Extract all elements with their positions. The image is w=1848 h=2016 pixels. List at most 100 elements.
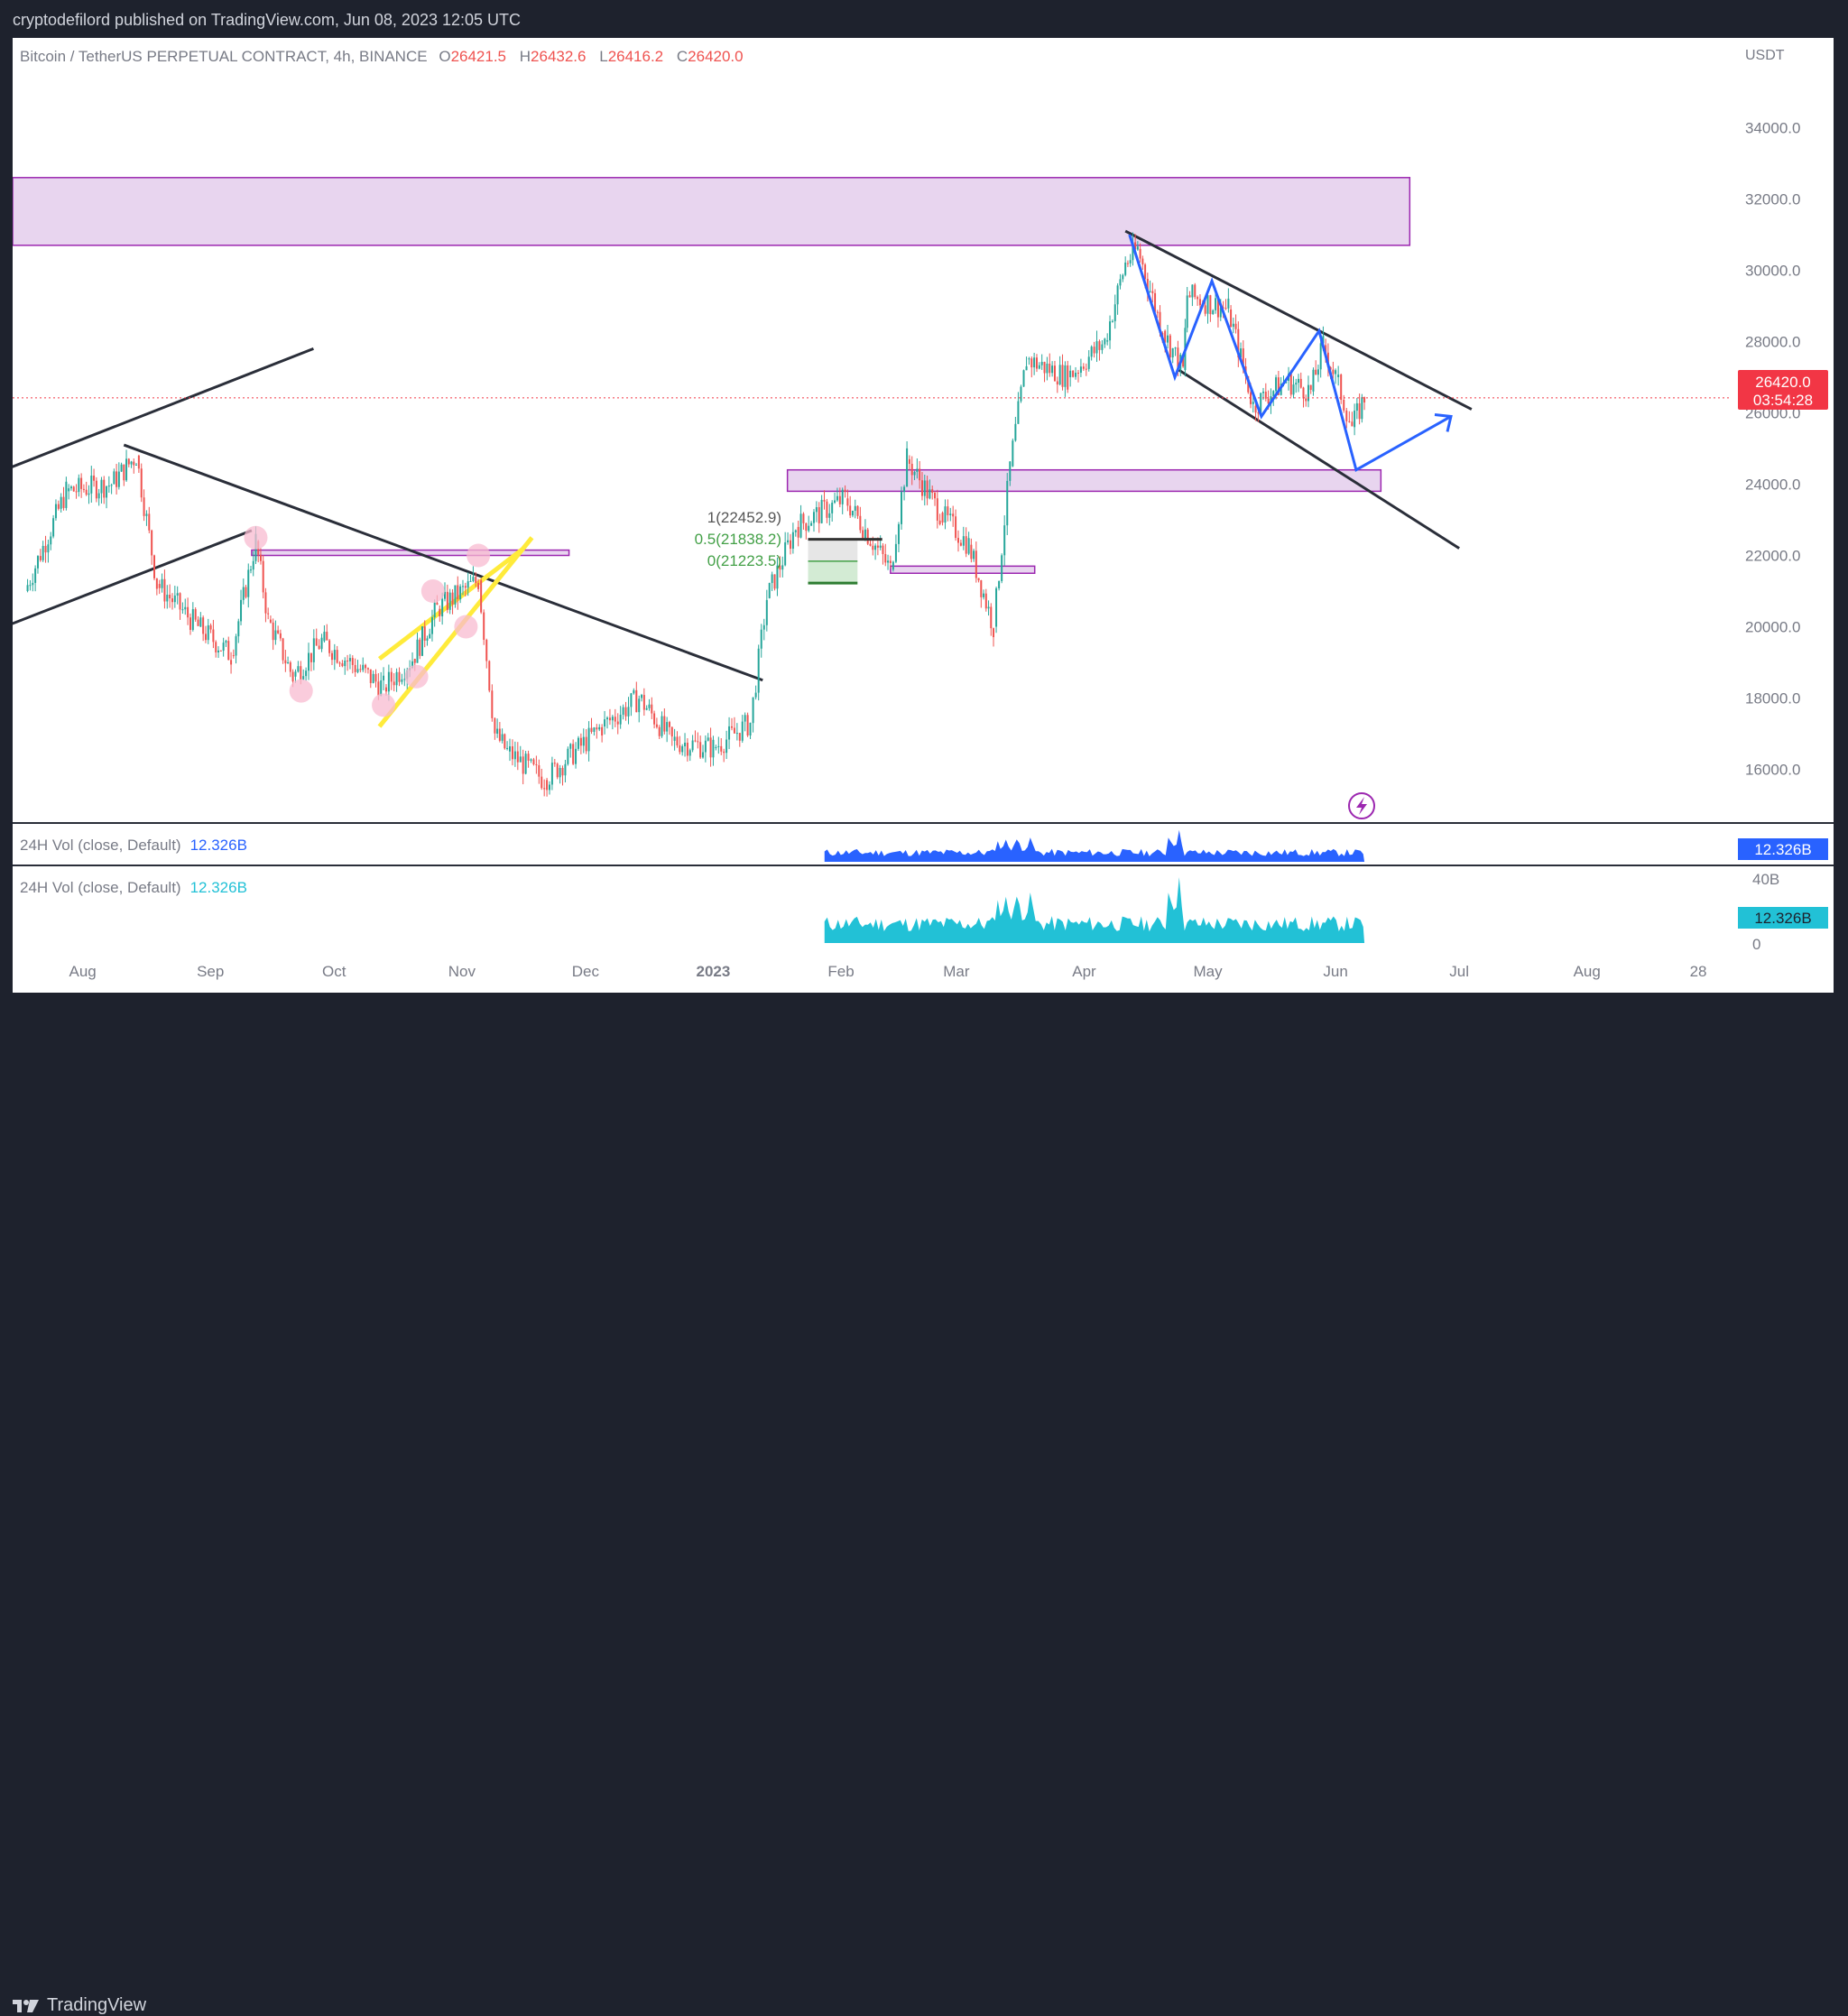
candle-body — [1206, 295, 1209, 314]
vol-pane-1-badge-bg — [1738, 838, 1828, 860]
candle-body — [1038, 365, 1040, 369]
legend-symbol[interactable]: Bitcoin / TetherUS PERPETUAL CONTRACT, 4… — [20, 48, 744, 65]
candle-body — [831, 503, 834, 513]
candle-body — [856, 505, 859, 516]
candle-body — [155, 578, 158, 589]
candle-body — [648, 704, 651, 708]
vol-pane-2-scale-bottom: 0 — [1752, 936, 1760, 953]
candle-body — [113, 471, 116, 485]
candle-body — [931, 489, 934, 494]
candle-body — [854, 505, 856, 511]
candle-body — [480, 580, 483, 613]
lightning-icon[interactable] — [1348, 792, 1375, 819]
candle-body — [668, 722, 670, 727]
candle-body — [1299, 378, 1302, 388]
candle-body — [641, 695, 643, 698]
candle-body — [441, 598, 444, 617]
candle-body — [744, 715, 746, 722]
candle-body — [1215, 298, 1217, 310]
candle-body — [78, 477, 80, 493]
candle-body — [217, 650, 220, 652]
candle-body — [287, 662, 290, 664]
candle-body — [1056, 381, 1058, 385]
candle-body — [366, 668, 369, 670]
candle-body — [338, 662, 341, 664]
candle-body — [844, 489, 846, 493]
candle-body — [715, 746, 717, 748]
candle-body — [29, 585, 32, 587]
candle-body — [569, 744, 572, 749]
candle-body — [1009, 461, 1012, 481]
y-tick-label: 16000.0 — [1745, 762, 1800, 779]
candle-body — [1230, 309, 1233, 328]
candle-body — [1049, 363, 1051, 374]
candle-body — [103, 479, 106, 498]
y-tick-label: 24000.0 — [1745, 476, 1800, 494]
highlight-circle — [404, 664, 429, 689]
candle-body — [359, 669, 362, 670]
candle-body — [944, 506, 947, 523]
candle-body — [530, 759, 532, 761]
candle-body — [472, 577, 475, 581]
candle-body — [176, 593, 179, 596]
brand-name: TradingView — [47, 1995, 147, 2015]
candle-body — [240, 599, 243, 622]
candle-body — [866, 529, 869, 544]
candle-body — [661, 716, 663, 736]
candle-body — [984, 593, 987, 609]
publisher-header: cryptodefilord published on TradingView.… — [0, 0, 1848, 38]
candle-body — [1335, 370, 1337, 375]
candle-body — [384, 687, 387, 692]
candle-body — [1033, 357, 1036, 368]
candle-body — [864, 529, 866, 539]
candle-body — [47, 544, 50, 553]
candle-body — [393, 681, 395, 686]
candle-body — [315, 638, 318, 646]
candle-body — [448, 592, 451, 610]
candle-body — [684, 742, 687, 747]
chart-frame[interactable]: Bitcoin / TetherUS PERPETUAL CONTRACT, 4… — [4, 38, 1834, 993]
candle-body — [524, 754, 527, 774]
candle-body — [1194, 284, 1197, 298]
candle-body — [232, 655, 235, 657]
candle-body — [235, 636, 237, 656]
candle-body — [80, 477, 83, 489]
candle-body — [1212, 310, 1215, 315]
candle-body — [274, 630, 277, 641]
candle-body — [567, 748, 569, 764]
candle-body — [390, 671, 393, 682]
candle-body — [926, 480, 929, 499]
candle-body — [707, 737, 709, 741]
candle-body — [688, 750, 691, 756]
x-tick-label: Sep — [197, 963, 224, 980]
candle-body — [1046, 363, 1049, 374]
candle-body — [222, 643, 225, 652]
candle-body — [88, 493, 90, 495]
y-tick-label: 32000.0 — [1745, 191, 1800, 208]
candle-body — [1064, 365, 1067, 387]
candle-body — [818, 507, 820, 523]
candle-body — [110, 485, 113, 486]
candle-body — [320, 637, 323, 650]
vol-pane-2-title[interactable]: 24H Vol (close, Default) 12.326B — [20, 879, 247, 896]
candle-body — [828, 513, 831, 518]
candle-body — [398, 671, 401, 682]
candle-body — [328, 640, 331, 653]
candle-body — [1219, 307, 1222, 318]
candle-body — [587, 727, 590, 752]
candle-body — [738, 733, 741, 741]
candle-body — [1154, 292, 1157, 312]
candle-body — [633, 689, 635, 694]
tradingview-logo[interactable]: TradingView — [13, 1995, 146, 2016]
chart-svg[interactable]: Bitcoin / TetherUS PERPETUAL CONTRACT, 4… — [4, 38, 1834, 993]
candle-body — [1224, 308, 1227, 310]
vol-pane-1-title[interactable]: 24H Vol (close, Default) 12.326B — [20, 837, 247, 854]
candle-body — [36, 556, 39, 569]
candle-body — [1069, 370, 1072, 377]
candle-body — [836, 495, 838, 501]
x-tick-label: Dec — [572, 963, 600, 980]
x-tick-label: May — [1193, 963, 1223, 980]
candle-body — [1087, 356, 1090, 369]
candle-body — [1182, 354, 1185, 367]
x-tick-label: Aug — [69, 963, 97, 980]
